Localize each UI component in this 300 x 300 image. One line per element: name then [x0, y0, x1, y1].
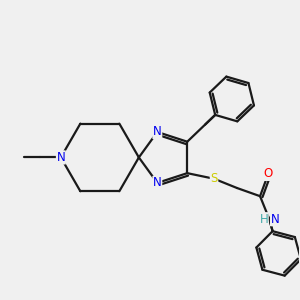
Text: N: N	[153, 125, 162, 139]
Text: S: S	[210, 172, 218, 185]
Text: N: N	[153, 176, 162, 189]
Text: H: H	[260, 213, 268, 226]
Text: N: N	[271, 213, 279, 226]
Text: N: N	[56, 151, 65, 164]
Text: O: O	[264, 167, 273, 180]
